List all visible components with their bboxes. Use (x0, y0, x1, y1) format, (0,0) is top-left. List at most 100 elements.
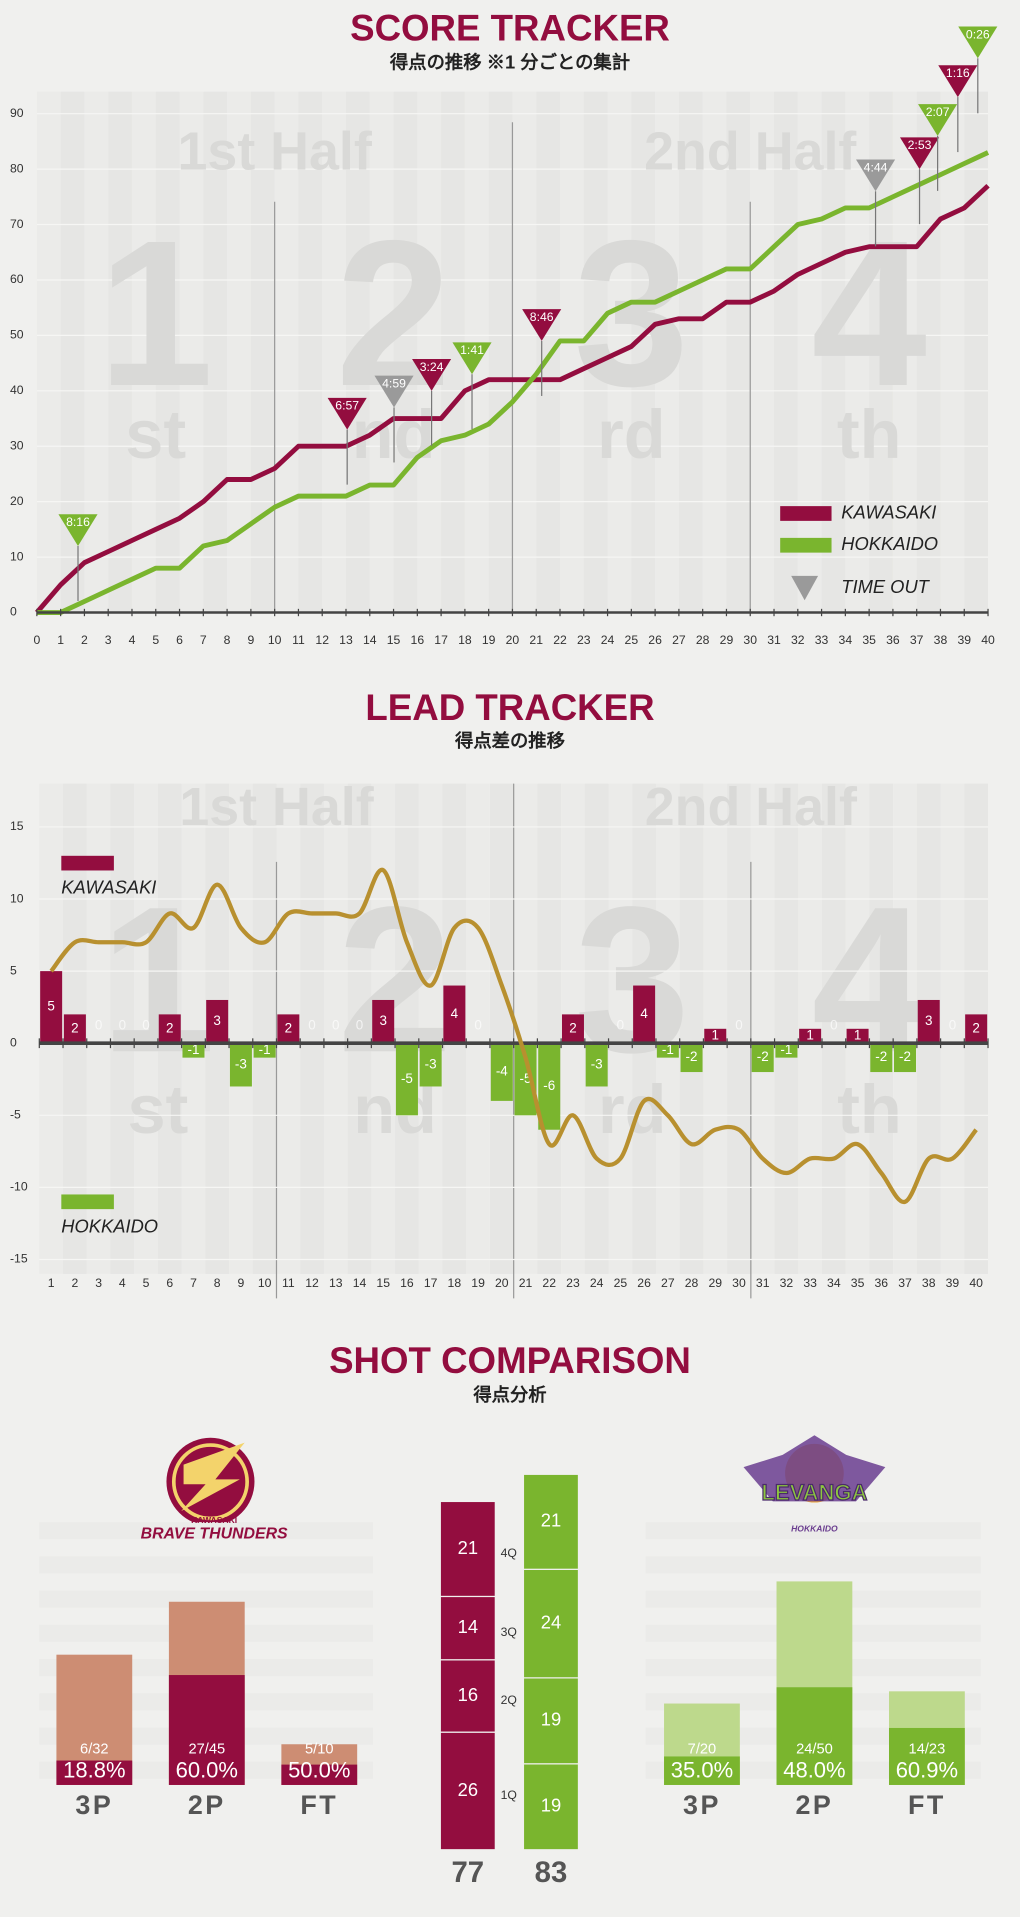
x-tick-label: 16 (411, 633, 425, 647)
x-tick-label: 17 (434, 633, 448, 647)
x-tick-label: 33 (803, 1276, 817, 1290)
bar-value-label: 0 (308, 1018, 315, 1033)
bar (40, 971, 63, 1044)
y-tick-label: 70 (10, 217, 24, 231)
x-tick-label: 9 (247, 633, 254, 647)
x-tick-label: 29 (708, 1276, 722, 1290)
x-tick-label: 34 (827, 1276, 841, 1290)
x-tick-label: 22 (553, 633, 567, 647)
bar (538, 1043, 561, 1130)
plot-stripe (179, 91, 204, 613)
timeout-label: 6:57 (335, 399, 359, 413)
x-tick-label: 36 (874, 1276, 888, 1290)
plot-stripe (536, 91, 561, 613)
percent-label: 18.8% (63, 1757, 125, 1782)
x-tick-label: 8 (214, 1276, 221, 1290)
x-tick-label: 14 (353, 1276, 367, 1290)
x-tick-label: 32 (791, 633, 805, 647)
y-tick-label: 0 (10, 1035, 17, 1049)
plot-stripe (86, 783, 111, 1274)
timeout-marker (374, 375, 414, 408)
bar-value-label: 2 (972, 1020, 979, 1035)
bar (490, 1043, 513, 1101)
bar-value-label: -1 (259, 1042, 271, 1057)
logo-text: HOKKAIDO (791, 1524, 838, 1534)
bar (395, 1043, 418, 1116)
quarter-score: 24 (541, 1611, 561, 1632)
x-tick-label: 8 (224, 633, 231, 647)
bar-value-label: 3 (379, 1013, 386, 1028)
bar-value-label: 0 (474, 1018, 481, 1033)
bar-value-label: 2 (71, 1020, 78, 1035)
bar-value-label: -3 (235, 1056, 247, 1071)
timeout-label: 8:46 (530, 310, 554, 324)
x-tick-label: 30 (743, 633, 757, 647)
x-tick-label: 25 (625, 633, 639, 647)
x-tick-label: 12 (305, 1276, 319, 1290)
x-tick-label: 35 (851, 1276, 865, 1290)
made-bar (776, 1687, 853, 1785)
x-tick-label: 18 (448, 1276, 462, 1290)
panel-stripe (39, 1522, 374, 1540)
category-label: FT (300, 1790, 338, 1820)
percent-label: 60.9% (896, 1757, 958, 1782)
bar (63, 1014, 86, 1044)
chart-subtitle: 得点分析 (472, 1384, 546, 1405)
x-tick-label: 22 (542, 1276, 556, 1290)
x-tick-label: 5 (143, 1276, 150, 1290)
bar (680, 1043, 703, 1073)
bar-value-label: 4 (640, 1006, 648, 1021)
plot-stripe (60, 91, 85, 613)
plot-stripe (750, 91, 775, 613)
plot-stripe (250, 91, 275, 613)
plot-stripe (845, 91, 870, 613)
quarter-watermark: 1 (100, 864, 216, 1096)
y-tick-label: -15 (10, 1252, 28, 1266)
x-tick-label: 24 (601, 633, 615, 647)
bar-value-label: 4 (451, 1006, 459, 1021)
logo-bolt (181, 1442, 245, 1512)
x-tick-label: 33 (815, 633, 829, 647)
x-tick-label: 25 (614, 1276, 628, 1290)
x-tick-label: 37 (898, 1276, 912, 1290)
x-tick-label: 27 (661, 1276, 675, 1290)
quarter-score: 26 (458, 1779, 478, 1800)
quarter-segment (439, 1595, 496, 1661)
half-watermark: 2nd Half (645, 777, 858, 837)
quarter-segment (439, 1500, 496, 1598)
x-tick-label: 2 (81, 633, 88, 647)
x-tick-label: 16 (400, 1276, 414, 1290)
bar-value-label: 0 (142, 1018, 149, 1033)
logo-text: LEVANGA (761, 1480, 867, 1505)
timeout-marker (938, 65, 978, 98)
x-tick-label: 1 (48, 1276, 55, 1290)
timeout-marker (899, 137, 940, 170)
chart-title: SHOT COMPARISON (329, 1340, 691, 1381)
percent-label: 48.0% (783, 1757, 845, 1782)
x-tick-label: 18 (458, 633, 472, 647)
chart-title: LEAD TRACKER (365, 687, 654, 728)
x-tick-label: 14 (363, 633, 377, 647)
x-tick-label: 20 (495, 1276, 509, 1290)
x-tick-label: 28 (685, 1276, 699, 1290)
logo-wings (743, 1435, 886, 1502)
bar-value-label: -3 (591, 1056, 603, 1071)
x-tick-label: 7 (190, 1276, 197, 1290)
timeout-label: 4:59 (382, 376, 406, 390)
plot-stripe (892, 91, 917, 613)
x-tick-label: 40 (969, 1276, 983, 1290)
bar (870, 1043, 893, 1073)
plot-stripe (441, 91, 465, 613)
bar (799, 1028, 822, 1044)
y-tick-label: 90 (10, 106, 24, 120)
x-tick-label: 5 (152, 633, 159, 647)
timeout-marker (918, 104, 958, 136)
timeout-marker (522, 309, 562, 341)
ratio-label: 5/10 (305, 1741, 334, 1757)
plot-stripe (345, 91, 370, 613)
legend-swatch (61, 1194, 114, 1210)
bar (514, 1043, 537, 1116)
quarter-watermark: 4 (811, 198, 927, 430)
plot-stripe (393, 91, 418, 613)
timeout-marker (958, 26, 998, 59)
